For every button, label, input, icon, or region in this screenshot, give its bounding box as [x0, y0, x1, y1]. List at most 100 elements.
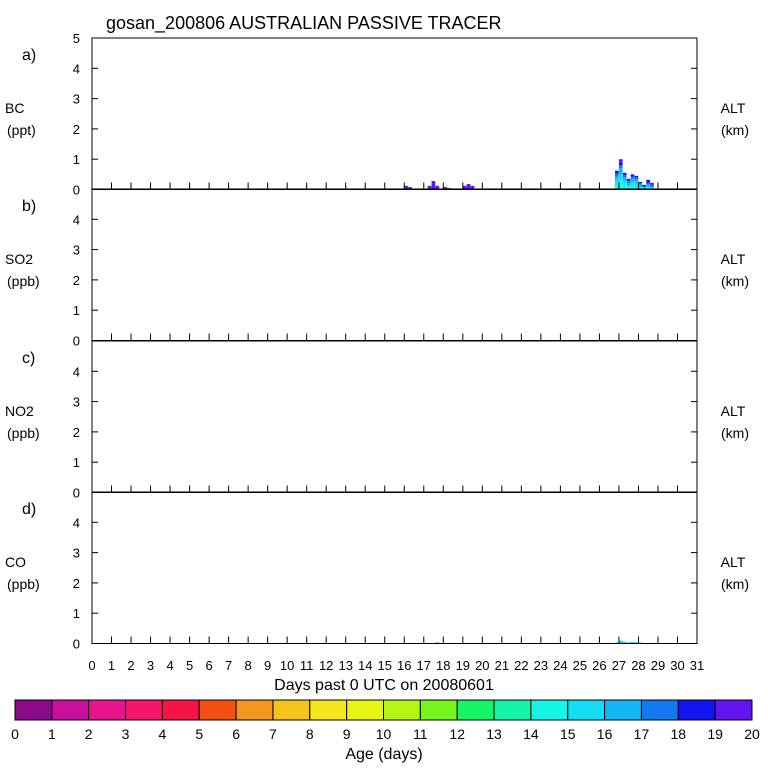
colorbar-label: Age (days) [345, 746, 422, 763]
bar-stack [634, 642, 639, 644]
x-tick-label: 11 [300, 658, 314, 673]
colorbar-tick-label: 17 [634, 726, 650, 742]
y-tick-label: 1 [73, 303, 80, 318]
x-tick-label: 0 [88, 658, 95, 673]
bar-segment [470, 185, 475, 190]
bar-segment [618, 159, 623, 163]
x-tick-labels: 0 1 2 3 4 5 6 7 8 9 10 11 12 13 14 15 16 17 18 19 20 21 22 23 24… [88, 658, 704, 673]
bar-segment [638, 181, 643, 184]
colorbar-tick-label: 20 [744, 726, 760, 742]
x-tick-label: 19 [456, 658, 470, 673]
bar-segment [622, 641, 627, 643]
x-tick-label: 4 [166, 658, 173, 673]
bar-segment [642, 184, 647, 187]
bar-segment [622, 177, 627, 181]
colorbar-swatch [198, 699, 237, 721]
bar-segment [650, 187, 654, 190]
y-tick-label: 0 [73, 334, 80, 349]
bar-segment [622, 172, 627, 175]
x-tick-label: 17 [417, 658, 431, 673]
x-tick-label: 24 [553, 658, 567, 673]
bar-stack [626, 178, 631, 190]
species-label: NO2 [5, 403, 34, 419]
y-tick-label: 0 [73, 183, 80, 198]
bar-segment [638, 184, 643, 188]
x-tick-label: 10 [280, 658, 294, 673]
bar-segment [638, 187, 643, 190]
alt-unit-label: (km) [721, 576, 749, 592]
bar-segment [646, 179, 650, 184]
colorbar-tick-label: 7 [269, 726, 277, 742]
bar-stack [431, 181, 436, 190]
colorbar-swatch [272, 699, 311, 721]
colorbar-swatch [51, 699, 90, 721]
colorbar-tick-label: 8 [306, 726, 314, 742]
x-tick-label: 22 [514, 658, 528, 673]
x-tick-label: 15 [378, 658, 392, 673]
bar-stack [427, 185, 432, 190]
x-tick-label: 12 [319, 658, 333, 673]
y-tick-label: 4 [73, 364, 80, 379]
bar-segment [427, 185, 432, 190]
bar-stack [404, 185, 408, 190]
x-tick-label: 5 [186, 658, 193, 673]
alt-unit-label: (km) [721, 122, 749, 138]
bar-segment [634, 642, 639, 644]
bar-stack [615, 642, 619, 644]
bar-stack [626, 642, 631, 644]
colorbar-swatch [125, 699, 163, 721]
plot-frame [91, 340, 698, 493]
colorbar-tick-label: 15 [560, 726, 576, 742]
panel-tag: c) [22, 350, 35, 367]
y-tick-label: 1 [73, 455, 80, 470]
x-tick-label: 28 [631, 658, 645, 673]
bar-segment [630, 178, 635, 182]
bar-stack [618, 159, 623, 190]
x-tick-label: 8 [245, 658, 252, 673]
alt-unit-label: (km) [721, 273, 749, 289]
colorbar-tick-label: 13 [486, 726, 502, 742]
bar-stack [615, 170, 619, 190]
bar-segment [615, 642, 619, 644]
panel-tag: a) [22, 47, 36, 64]
y-tick-label: 4 [73, 515, 80, 530]
bar-segment [626, 182, 631, 186]
x-tick-label: 13 [338, 658, 352, 673]
colorbar-swatch [419, 699, 458, 721]
bar-segment [622, 180, 627, 184]
colorbar-tick-label: 4 [159, 726, 167, 742]
plot-frame [91, 37, 698, 190]
bar-segment [435, 185, 440, 190]
panels-layer: 0 1 2 3 4 5 a) BC (ppt) ALT (km) 0 1 2 3 4 b) SO2 (ppb) ALT… [5, 31, 749, 652]
panel-co: 0 1 2 3 4 d) CO (ppb) ALT (km) [5, 491, 749, 652]
colorbar-tick-label: 9 [343, 726, 351, 742]
colorbar-tick-label: 19 [707, 726, 723, 742]
unit-label: (ppb) [7, 425, 40, 441]
bar-stack [470, 185, 475, 190]
plot-frame [91, 491, 698, 644]
bar-segment [618, 640, 623, 642]
alt-label: ALT [721, 100, 746, 116]
y-tick-label: 1 [73, 152, 80, 167]
panel-bc: 0 1 2 3 4 5 a) BC (ppt) ALT (km) [5, 31, 749, 198]
bar-segment [615, 179, 619, 184]
bar-segment [630, 181, 635, 185]
bar-segment [626, 185, 631, 190]
species-label: SO2 [5, 251, 33, 267]
x-tick-label: 14 [358, 658, 372, 673]
bar-segment [431, 181, 436, 190]
bar-segment [638, 183, 643, 185]
y-tick-label: 2 [73, 576, 80, 591]
y-tick-label: 4 [73, 212, 80, 227]
y-tick-label: 3 [73, 395, 80, 410]
x-tick-label: 20 [475, 658, 489, 673]
colorbar-swatch [677, 699, 716, 721]
y-tick-label: 2 [73, 273, 80, 288]
bar-segment [650, 184, 654, 188]
x-tick-label: 25 [573, 658, 587, 673]
y-tick-label: 2 [73, 425, 80, 440]
x-tick-label: 27 [612, 658, 626, 673]
bar-segment [618, 168, 623, 175]
colorbar-tick-label: 16 [597, 726, 613, 742]
colorbar-swatch [567, 699, 606, 721]
